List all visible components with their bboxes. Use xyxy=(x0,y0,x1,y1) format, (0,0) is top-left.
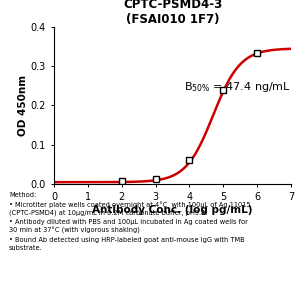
Y-axis label: OD 450nm: OD 450nm xyxy=(17,75,28,136)
X-axis label: Antibody Conc. (log pg/mL): Antibody Conc. (log pg/mL) xyxy=(92,205,253,215)
Text: B$_{50\%}$ = 47.4 ng/mL: B$_{50\%}$ = 47.4 ng/mL xyxy=(184,80,291,94)
Text: Method:
• Microtiter plate wells coated overnight at 4°C  with 100μL of Ag 11015: Method: • Microtiter plate wells coated … xyxy=(9,192,250,251)
Title: CPTC-PSMD4-3
(FSAI010 1F7): CPTC-PSMD4-3 (FSAI010 1F7) xyxy=(123,0,222,26)
